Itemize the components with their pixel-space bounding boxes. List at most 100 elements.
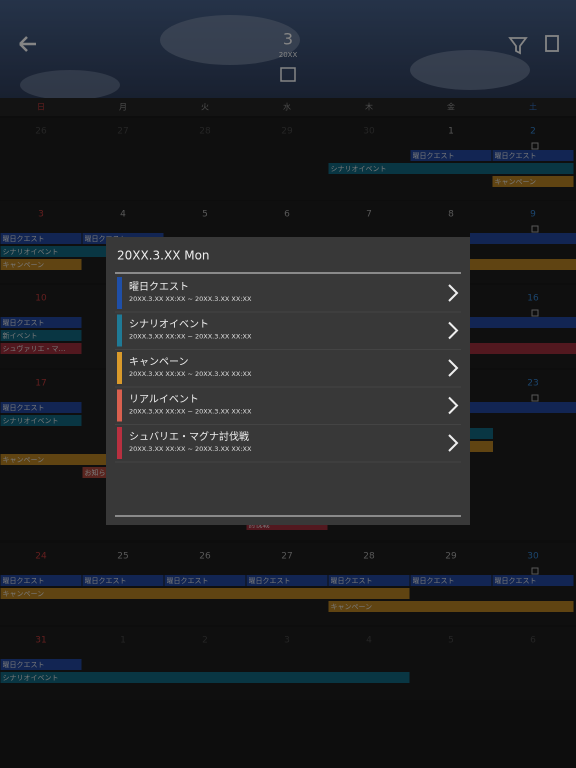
day-number[interactable]: 25 (117, 552, 128, 562)
event-bar[interactable] (0, 343, 82, 354)
event-bar[interactable] (0, 659, 82, 670)
event-bar[interactable] (0, 259, 82, 270)
day-number[interactable]: 4 (120, 210, 126, 220)
day-number[interactable]: 28 (199, 127, 211, 137)
day-number[interactable]: 26 (199, 552, 211, 562)
event-bar[interactable] (328, 601, 574, 612)
event-bar[interactable] (328, 163, 574, 174)
back-button[interactable] (19, 36, 36, 52)
day-number[interactable]: 6 (284, 210, 290, 220)
event-bar[interactable] (492, 575, 574, 586)
filter-button[interactable] (508, 37, 528, 55)
event-bar (470, 441, 493, 452)
month: 3 (283, 30, 293, 49)
event-bar[interactable] (492, 150, 574, 161)
week-row (0, 627, 576, 700)
day-number[interactable]: 6 (530, 636, 536, 646)
color-tab (117, 314, 122, 347)
day-number[interactable]: 3 (38, 210, 44, 220)
chevron (448, 284, 459, 302)
day-number[interactable]: 10 (35, 294, 47, 304)
cloud (410, 50, 530, 90)
day-number[interactable]: 2 (530, 127, 536, 137)
day-number[interactable]: 27 (117, 127, 128, 137)
day-number[interactable]: 1 (120, 636, 126, 646)
event-bar[interactable] (0, 330, 82, 341)
event-label: キャンペーン (3, 261, 45, 269)
day-number[interactable]: 16 (527, 294, 539, 304)
day-number[interactable]: 31 (35, 636, 46, 646)
chevron (448, 359, 459, 377)
weekday: 木 (365, 102, 373, 112)
day-number[interactable]: 23 (527, 379, 538, 389)
day-number[interactable]: 30 (527, 552, 539, 562)
chevron (448, 321, 459, 340)
day-number[interactable]: 8 (448, 210, 454, 220)
event-name: シュバリエ・マグナ討伐戦 (129, 430, 249, 443)
event-bar[interactable] (0, 415, 82, 426)
event-label: シナリオイベント (3, 417, 59, 425)
event-label: 曜日クエスト (249, 577, 291, 585)
event-period: 20XX.3.XX XX:XX ~ 20XX.3.XX XX:XX (129, 408, 252, 416)
day-number[interactable]: 1 (448, 127, 454, 137)
day-number[interactable]: 2 (202, 636, 208, 646)
day-number[interactable]: 29 (281, 127, 293, 137)
day-number[interactable]: 3 (284, 636, 290, 646)
event-bar[interactable] (0, 672, 410, 683)
color-tab (117, 427, 122, 459)
event-bar (470, 343, 576, 354)
event-bar (470, 233, 576, 244)
event-bar[interactable] (328, 575, 410, 586)
event-bar[interactable] (0, 575, 82, 586)
event-item[interactable] (115, 275, 461, 312)
chevron (448, 396, 459, 415)
event-label: 曜日クエスト (3, 661, 45, 669)
day-icon (531, 225, 539, 233)
event-bar[interactable] (0, 233, 82, 244)
event-bar[interactable] (246, 575, 328, 586)
event-bar[interactable] (164, 575, 246, 586)
event-label: 曜日クエスト (495, 152, 537, 160)
event-name: 曜日クエスト (129, 281, 189, 293)
weekday: 土 (529, 102, 537, 112)
event-label: キャンペーン (3, 590, 45, 598)
event-bar[interactable] (0, 317, 82, 328)
event-bar[interactable] (492, 176, 574, 187)
day-number[interactable]: 5 (202, 210, 208, 220)
event-item[interactable] (115, 425, 461, 462)
event-label: シュヴァリエ・マ… (3, 344, 66, 353)
cloud (20, 70, 120, 100)
day-icon (531, 394, 539, 402)
event-item[interactable] (115, 350, 461, 387)
export-button[interactable] (545, 35, 559, 52)
event-item[interactable] (115, 312, 461, 350)
event-bar[interactable] (0, 402, 82, 413)
day-number[interactable]: 30 (363, 127, 375, 137)
day-number[interactable]: 24 (35, 552, 47, 562)
event-label: 曜日クエスト (331, 577, 373, 585)
day-number[interactable]: 27 (281, 552, 292, 562)
event-period: 20XX.3.XX XX:XX ~ 20XX.3.XX XX:XX (129, 370, 252, 378)
weekday: 水 (283, 102, 291, 112)
day-number[interactable]: 26 (35, 127, 47, 137)
day-number[interactable]: 5 (448, 636, 454, 646)
day-number[interactable]: 17 (35, 379, 46, 389)
event-bar[interactable] (0, 588, 410, 599)
event-label: 曜日クエスト (3, 404, 45, 412)
event-bar[interactable] (82, 575, 164, 586)
event-label: 曜日クエスト (3, 235, 45, 243)
day-number[interactable]: 7 (366, 210, 372, 220)
event-name: リアルイベント (129, 394, 199, 406)
day-number[interactable]: 28 (363, 552, 375, 562)
calendar-button[interactable] (280, 67, 296, 82)
event-bar[interactable] (410, 575, 492, 586)
day-number[interactable]: 9 (530, 210, 536, 220)
day-number[interactable]: 29 (445, 552, 457, 562)
event-item[interactable] (115, 387, 461, 425)
event-bar[interactable] (410, 150, 492, 161)
event-bar (470, 259, 576, 270)
event-label: お知ら (85, 468, 106, 477)
event-bar (470, 317, 576, 328)
day-number[interactable]: 4 (366, 636, 372, 646)
